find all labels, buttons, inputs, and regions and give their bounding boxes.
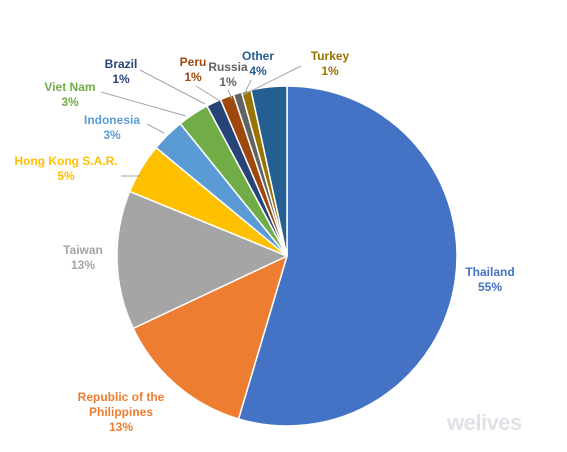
label-name-russia: Russia xyxy=(208,60,248,74)
leader-line-indonesia xyxy=(146,123,165,134)
label-pct-taiwan: 13% xyxy=(71,258,95,272)
label-pct-turkey: 1% xyxy=(321,64,339,78)
label-name-viet-nam: Viet Nam xyxy=(44,80,95,94)
leader-lines xyxy=(100,65,302,177)
label-pct-thailand: 55% xyxy=(478,280,502,294)
label-name-turkey: Turkey xyxy=(311,49,350,63)
label-name-indonesia: Indonesia xyxy=(84,113,140,127)
label-pct-brazil: 1% xyxy=(112,72,130,86)
leader-line-brazil xyxy=(139,69,206,105)
label-pct-republic-of-the-philippines: 13% xyxy=(109,420,133,434)
slice-other xyxy=(250,85,288,257)
label-name-peru: Peru xyxy=(180,55,207,69)
leader-line-viet-nam xyxy=(100,91,187,117)
label-name-other: Other xyxy=(242,49,274,63)
leader-line-other xyxy=(242,79,252,98)
label-name-republic-of-the-philippines-line-2: Philippines xyxy=(89,405,153,419)
label-name-brazil: Brazil xyxy=(105,57,138,71)
pie-slices xyxy=(116,85,458,427)
label-pct-viet-nam: 3% xyxy=(61,95,79,109)
slice-taiwan xyxy=(116,190,289,330)
slice-thailand xyxy=(237,85,458,427)
label-pct-peru: 1% xyxy=(184,70,202,84)
leader-line-turkey xyxy=(244,65,302,95)
leader-line-peru xyxy=(195,85,221,102)
label-pct-other: 4% xyxy=(249,64,267,78)
label-pct-russia: 1% xyxy=(219,75,237,89)
label-pct-indonesia: 3% xyxy=(103,128,121,142)
leader-line-russia xyxy=(227,89,233,100)
label-name-hong-kong-s-a-r: Hong Kong S.A.R. xyxy=(14,154,117,168)
watermark: welives xyxy=(447,410,522,435)
label-name-republic-of-the-philippines-line-1: Republic of the xyxy=(78,390,165,404)
label-name-thailand: Thailand xyxy=(465,265,514,279)
label-name-taiwan: Taiwan xyxy=(63,243,103,257)
slice-republic-of-the-philippines xyxy=(132,254,289,420)
label-pct-hong-kong-s-a-r: 5% xyxy=(57,169,75,183)
